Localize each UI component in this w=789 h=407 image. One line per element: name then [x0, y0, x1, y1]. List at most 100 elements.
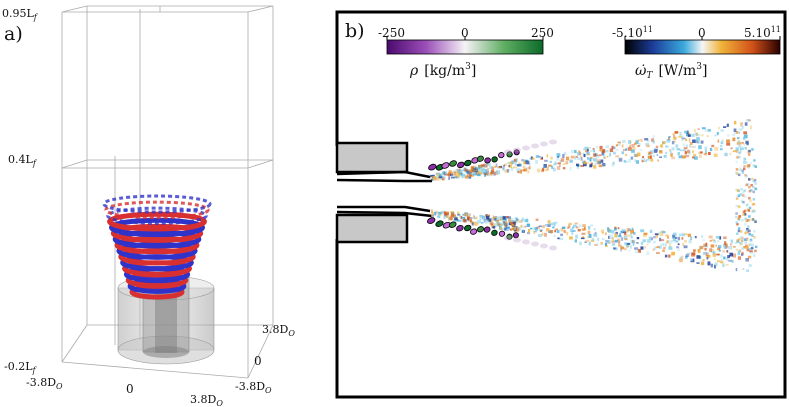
heat-release-speckle — [664, 254, 668, 258]
heat-release-speckle — [451, 213, 455, 218]
heat-release-speckle — [739, 236, 743, 239]
heat-release-speckle — [623, 236, 628, 240]
heat-release-speckle — [735, 204, 738, 208]
heat-release-speckle — [511, 160, 515, 165]
heat-release-speckle — [519, 163, 522, 167]
heat-release-speckle — [569, 159, 573, 163]
heat-release-speckle — [505, 163, 508, 167]
heat-release-speckle — [497, 223, 501, 226]
heat-release-speckle — [581, 228, 586, 231]
heat-release-speckle — [689, 142, 693, 145]
heat-release-speckle — [693, 156, 698, 160]
heat-release-speckle — [746, 228, 749, 231]
heat-release-speckle — [487, 163, 491, 166]
heat-release-speckle — [753, 230, 756, 233]
density-blob-faint — [549, 139, 557, 145]
heat-release-speckle — [444, 214, 447, 217]
heat-release-speckle — [624, 160, 628, 163]
heat-release-speckle — [743, 211, 746, 215]
heat-release-speckle — [595, 160, 600, 165]
heat-release-speckle — [751, 210, 754, 214]
heat-release-speckle — [744, 231, 747, 235]
heat-release-speckle — [725, 245, 729, 249]
heat-release-speckle — [432, 214, 434, 218]
heat-release-speckle — [663, 155, 667, 158]
heat-release-speckle — [520, 224, 523, 228]
heat-release-speckle — [624, 153, 628, 157]
heat-release-speckle — [620, 246, 624, 250]
heat-release-speckle — [580, 165, 585, 167]
heat-release-speckle — [743, 213, 747, 216]
heat-release-speckle — [662, 249, 665, 252]
heat-release-speckle — [453, 214, 456, 218]
heat-release-speckle — [748, 229, 751, 233]
heat-release-speckle — [709, 147, 713, 152]
heat-release-speckle — [521, 219, 526, 222]
heat-release-speckle — [614, 226, 617, 229]
heat-release-speckle — [580, 155, 583, 158]
heat-release-speckle — [739, 122, 742, 125]
heat-release-speckle — [584, 226, 586, 231]
heat-release-speckle — [576, 166, 580, 169]
heat-release-speckle — [711, 238, 715, 242]
heat-release-speckle — [744, 223, 747, 226]
heat-release-speckle — [593, 228, 596, 230]
heat-release-speckle — [479, 216, 482, 220]
heat-release-speckle — [704, 146, 708, 151]
omega-min-label: -5.1011 — [612, 25, 653, 40]
heat-release-speckle — [627, 249, 631, 252]
heat-release-speckle — [741, 146, 744, 150]
panel-b: -250 0 250 ρ [kg/m3] -5.1011 0 5.1011 ω̇T… — [335, 10, 787, 399]
heat-release-speckle — [673, 232, 677, 237]
heat-release-speckle — [594, 163, 596, 166]
heat-release-speckle — [737, 205, 741, 208]
heat-release-speckle — [678, 155, 682, 159]
heat-release-speckle — [737, 137, 740, 140]
heat-release-speckle — [522, 217, 524, 221]
heat-release-speckle — [735, 147, 739, 151]
heat-release-speckle — [624, 238, 628, 241]
heat-release-speckle — [460, 169, 464, 172]
heat-release-speckle — [432, 176, 437, 180]
heat-release-speckle — [583, 161, 587, 165]
heat-release-speckle — [656, 252, 660, 254]
heat-release-speckle — [442, 171, 446, 175]
heat-release-speckle — [698, 145, 702, 150]
heat-release-speckle — [745, 175, 748, 178]
heat-release-speckle — [435, 172, 440, 175]
heat-release-speckle — [450, 176, 455, 179]
heat-release-speckle — [471, 173, 474, 176]
heat-release-speckle — [640, 138, 643, 142]
heat-release-speckle — [480, 164, 485, 167]
heat-release-speckle — [754, 165, 757, 168]
heat-release-speckle — [681, 237, 684, 240]
heat-release-speckle — [682, 243, 685, 246]
heat-release-speckle — [637, 249, 641, 253]
heat-release-speckle — [660, 144, 663, 147]
heat-release-speckle — [582, 162, 587, 167]
heat-release-speckle — [746, 119, 750, 122]
heat-release-speckle — [566, 231, 569, 236]
heat-release-speckle — [749, 250, 753, 253]
heat-release-speckle — [609, 234, 613, 236]
heat-release-speckle — [553, 163, 557, 166]
heat-release-speckle — [535, 155, 540, 158]
heat-release-speckle — [492, 226, 496, 229]
heat-release-speckle — [584, 241, 587, 243]
heat-release-speckle — [685, 138, 688, 142]
heat-release-speckle — [689, 144, 691, 148]
heat-release-speckle — [613, 151, 616, 155]
heat-release-speckle — [450, 211, 455, 214]
heat-release-speckle — [752, 219, 756, 222]
heat-release-speckle — [752, 180, 756, 183]
heat-release-speckle — [559, 237, 564, 240]
heat-release-speckle — [506, 226, 510, 230]
heat-release-speckle — [496, 167, 500, 170]
heat-release-speckle — [522, 165, 526, 168]
heat-release-speckle — [745, 237, 749, 241]
heat-release-speckle — [605, 150, 609, 153]
heat-release-speckle — [706, 254, 711, 258]
heat-release-speckle — [727, 255, 730, 259]
heat-release-speckle — [474, 167, 478, 171]
